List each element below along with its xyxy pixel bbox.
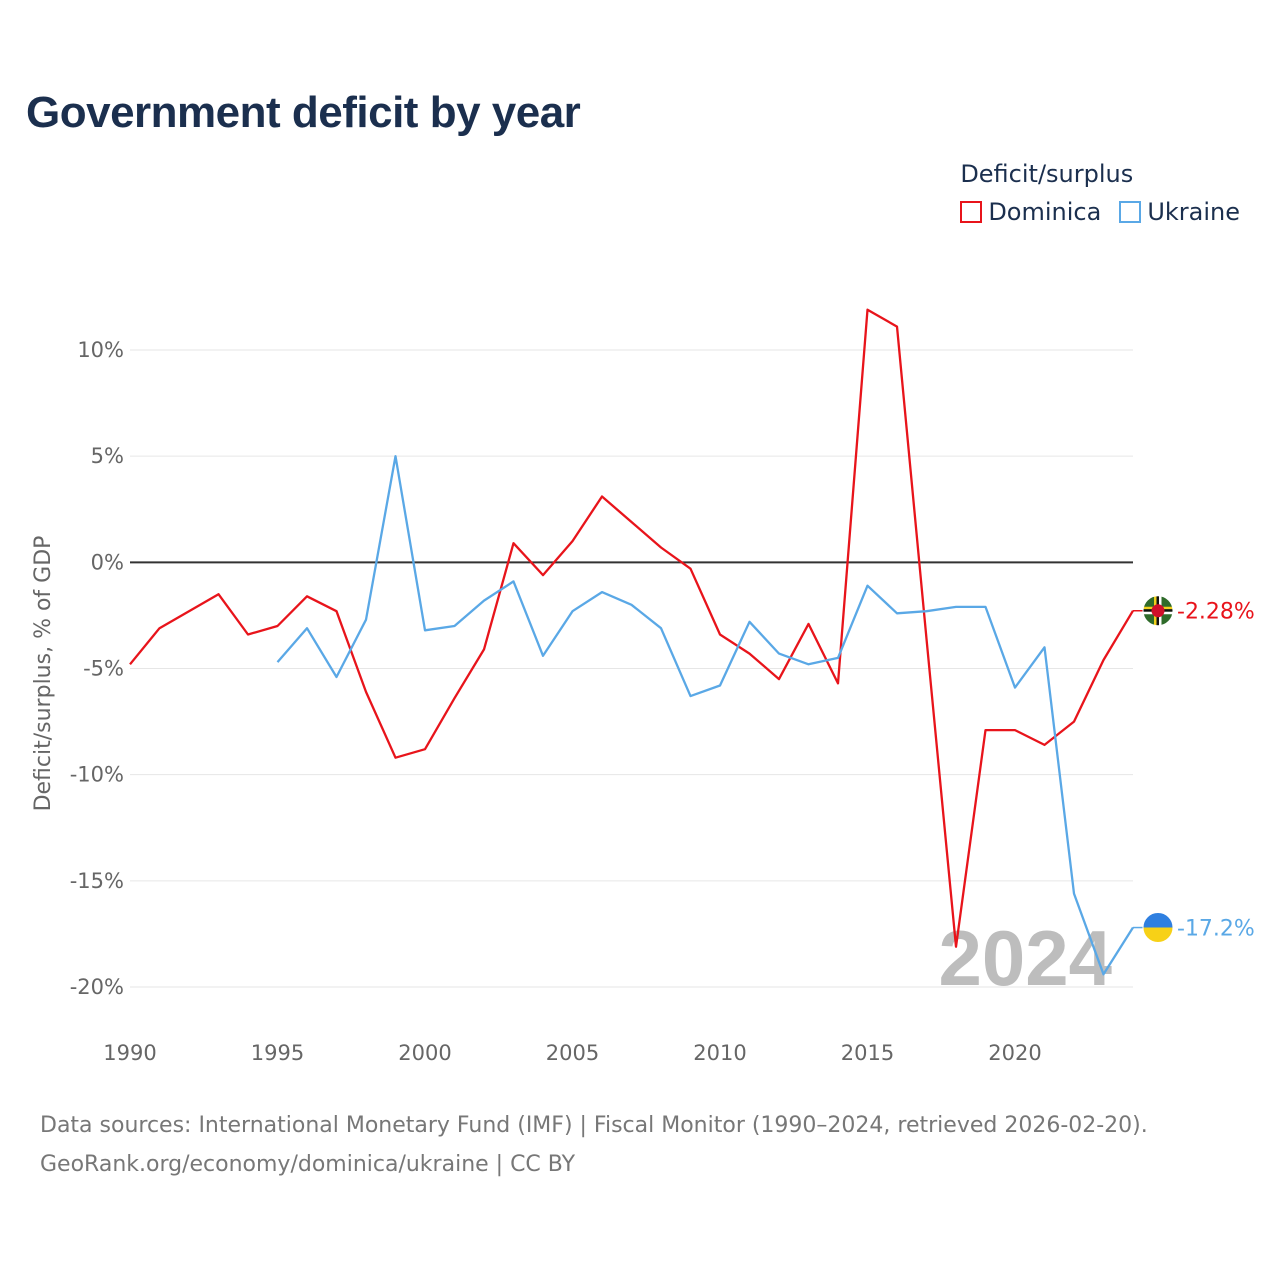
x-tick-label: 2015 — [841, 1041, 894, 1065]
x-tick-label: 2010 — [693, 1041, 746, 1065]
legend-item-ukraine[interactable]: Ukraine — [1119, 198, 1240, 226]
series-line-dominica — [129, 308, 1134, 948]
x-tick-label: 2005 — [546, 1041, 599, 1065]
x-tick-label: 2000 — [398, 1041, 451, 1065]
y-axis-ticks: 10% 5% 0% -5% -10% -15% -20% — [70, 338, 124, 999]
legend-item-dominica[interactable]: Dominica — [960, 198, 1101, 226]
footer: Data sources: International Monetary Fun… — [40, 1106, 1148, 1184]
data-source-note: Data sources: International Monetary Fun… — [40, 1113, 1148, 1138]
y-tick-label: -15% — [70, 869, 124, 893]
y-tick-label: 5% — [91, 444, 124, 468]
end-value-label-dominica: -2.28% — [1177, 600, 1255, 625]
end-value-label-ukraine: -17.2% — [1177, 917, 1255, 942]
legend-swatch-dominica — [960, 201, 983, 223]
x-tick-label: 1990 — [103, 1041, 156, 1065]
legend-swatch-ukraine — [1119, 201, 1142, 223]
end-markers: -2.28% -17.2% — [1133, 595, 1255, 944]
line-chart: 10% 5% 0% -5% -10% -15% -20% 1990 1995 2000 2005 2… — [31, 308, 1255, 1065]
attribution-link[interactable]: GeoRank.org/economy/dominica/ukraine | C… — [40, 1152, 576, 1177]
y-tick-label: -10% — [70, 763, 124, 787]
dominica-flag-icon — [1142, 595, 1174, 627]
x-tick-label: 1995 — [251, 1041, 304, 1065]
year-watermark: 2024 — [938, 914, 1112, 1002]
chart-legend: Deficit/surplus Dominica Ukraine — [960, 160, 1240, 226]
page-title: Government deficit by year — [26, 88, 581, 137]
y-axis-label: Deficit/surplus, % of GDP — [31, 536, 56, 812]
y-tick-label: 10% — [77, 338, 124, 362]
legend-title: Deficit/surplus — [960, 160, 1134, 188]
y-tick-label: 0% — [91, 550, 124, 574]
series-group — [129, 308, 1134, 976]
ukraine-flag-icon — [1142, 912, 1174, 944]
y-tick-label: -20% — [70, 975, 124, 999]
x-axis-ticks: 1990 1995 2000 2005 2010 2015 2020 — [103, 1041, 1041, 1065]
gridlines — [130, 349, 1133, 988]
x-tick-label: 2020 — [988, 1041, 1041, 1065]
y-tick-label: -5% — [83, 657, 124, 681]
series-line-ukraine — [276, 455, 1134, 976]
legend-label-dominica: Dominica — [988, 198, 1102, 226]
legend-label-ukraine: Ukraine — [1147, 198, 1240, 226]
